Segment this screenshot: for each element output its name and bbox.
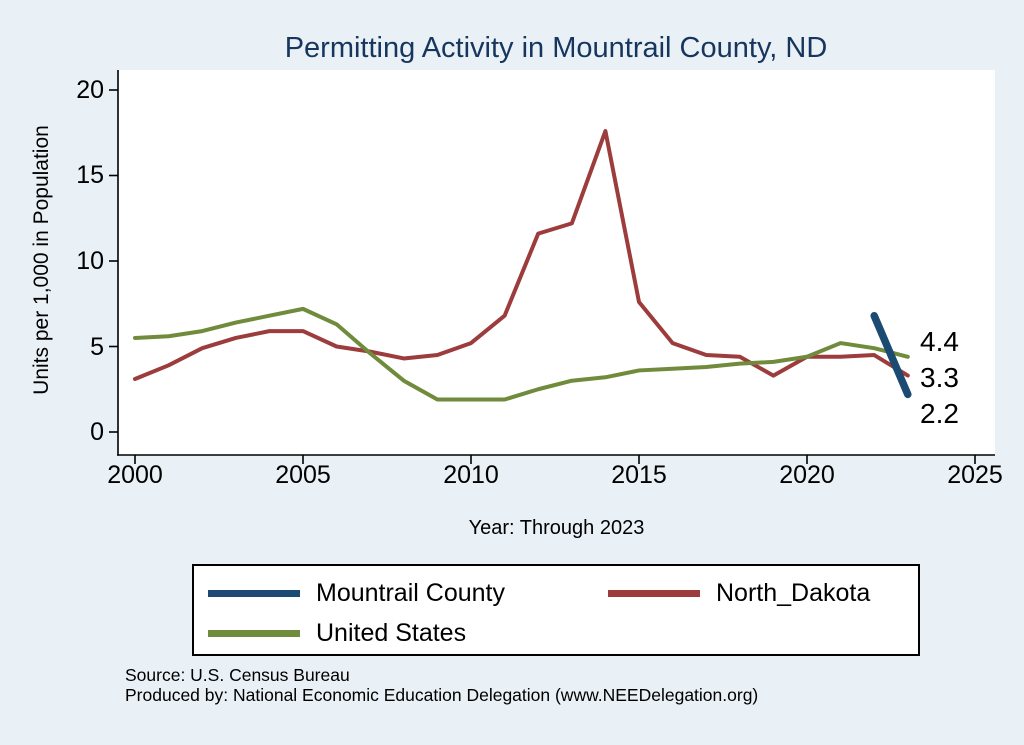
legend-label-north-dakota: North_Dakota (716, 578, 871, 607)
y-tick-15: 15 (76, 161, 104, 189)
legend-swatch-united-states (208, 629, 300, 637)
y-tick-20: 20 (76, 76, 104, 104)
chart-title: Permitting Activity in Mountrail County,… (284, 32, 828, 64)
x-tick-2015: 2015 (611, 461, 667, 489)
x-tick-2010: 2010 (443, 461, 499, 489)
y-tick-5: 5 (90, 333, 104, 361)
x-tick-2000: 2000 (107, 461, 163, 489)
end-label-north-dakota: 3.3 (920, 362, 959, 393)
plot-area (118, 70, 995, 455)
x-tick-2020: 2020 (779, 461, 835, 489)
legend-label-mountrail-county: Mountrail County (316, 578, 505, 607)
y-tick-0: 0 (90, 418, 104, 446)
legend-row-2: United States (208, 613, 918, 653)
y-tick-10: 10 (76, 247, 104, 275)
legend-item-mountrail-county: Mountrail County (208, 579, 608, 608)
produced-by-line: Produced by: National Economic Education… (125, 684, 759, 705)
legend-swatch-mountrail-county (208, 589, 300, 597)
legend-label-united-states: United States (316, 618, 467, 647)
legend-row-1: Mountrail County North_Dakota (208, 573, 918, 613)
x-tick-2005: 2005 (275, 461, 331, 489)
x-tick-2025: 2025 (947, 461, 1003, 489)
legend-item-north-dakota: North_Dakota (608, 579, 870, 608)
legend-item-united-states: United States (208, 619, 608, 648)
source-notes: Source: U.S. Census Bureau Produced by: … (125, 665, 759, 705)
x-axis-label: Year: Through 2023 (468, 517, 645, 539)
legend-swatch-north-dakota (608, 589, 700, 597)
end-label-mountrail-county: 2.2 (920, 398, 959, 429)
end-label-united-states: 4.4 (920, 326, 959, 357)
legend: Mountrail County North_Dakota United Sta… (192, 564, 920, 656)
source-line: Source: U.S. Census Bureau (125, 665, 350, 685)
